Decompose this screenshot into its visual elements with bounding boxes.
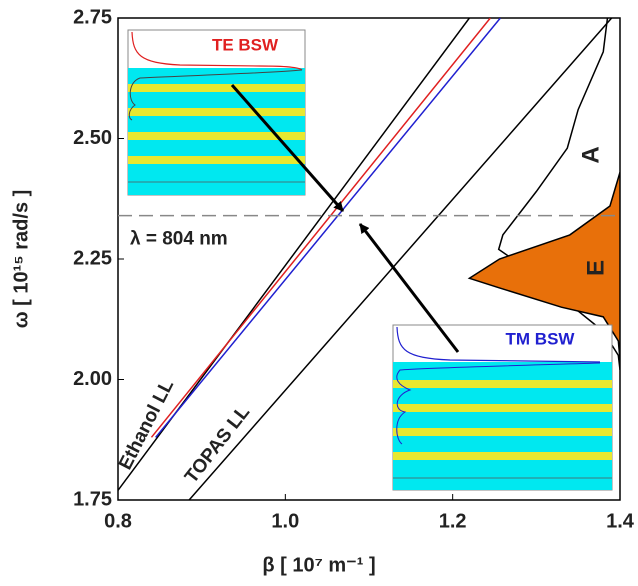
series-label: A [577, 146, 604, 163]
y-tick-label: 2.50 [73, 127, 112, 149]
x-tick-label: 1.4 [606, 510, 635, 532]
x-tick-label: 0.8 [104, 510, 132, 532]
y-tick-label: 2.25 [73, 247, 112, 269]
y-tick-label: 2.00 [73, 368, 112, 390]
x-tick-label: 1.0 [271, 510, 299, 532]
tm-inset: TM BSW [393, 325, 612, 490]
series-label: E [582, 260, 609, 276]
inset-label: TE BSW [212, 35, 279, 54]
series-label: TOPAS LL [181, 402, 255, 488]
y-axis-label: ω [ 10¹⁵ rad/s ] [10, 190, 32, 329]
te-inset: TE BSW [128, 30, 305, 195]
x-axis-label: β [ 10⁷ m⁻¹ ] [262, 554, 375, 576]
y-tick-label: 2.75 [73, 6, 112, 28]
chart: 0.8 1.0 1.2 1.4 1.75 2.00 2.25 2.50 2.75 λ = 804 … [0, 0, 638, 586]
inset-label: TM BSW [506, 329, 576, 348]
x-tick-label: 1.2 [439, 510, 467, 532]
y-tick-label: 1.75 [73, 488, 112, 510]
reference-label: λ = 804 nm [130, 229, 228, 250]
series-label: Ethanol LL [115, 376, 178, 473]
